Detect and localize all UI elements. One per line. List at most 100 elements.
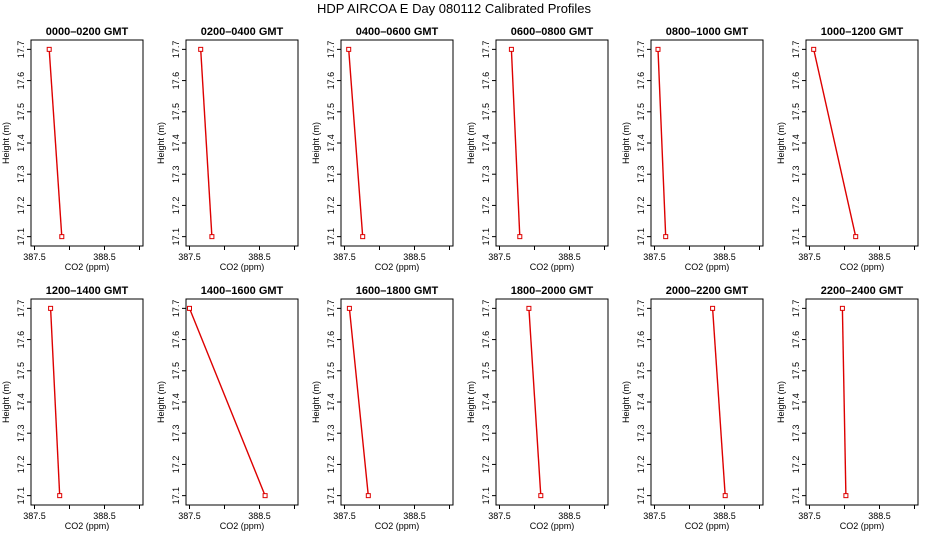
y-tick-label: 17.4 — [16, 134, 26, 152]
y-tick-label: 17.1 — [16, 228, 26, 246]
y-tick-label: 17.5 — [171, 362, 181, 380]
y-axis-label: Height (m) — [776, 381, 786, 423]
y-tick-label: 17.7 — [636, 41, 646, 59]
profile-point — [262, 493, 268, 499]
y-tick-label: 17.4 — [481, 134, 491, 152]
plot-frame — [30, 39, 144, 247]
y-tick-label: 17.2 — [791, 197, 801, 215]
y-axis-label: Height (m) — [311, 381, 321, 423]
x-axis-label: CO2 (ppm) — [530, 262, 575, 272]
profile-point — [508, 46, 514, 52]
y-tick-label: 17.1 — [636, 487, 646, 505]
y-tick-label: 17.7 — [16, 41, 26, 59]
panel-title: 0600–0800 GMT — [511, 26, 594, 38]
x-tick-label: 388.5 — [248, 511, 271, 521]
y-tick-label: 17.3 — [636, 424, 646, 442]
x-tick-label: 387.5 — [488, 511, 511, 521]
y-tick-label: 17.6 — [481, 331, 491, 349]
panel-title: 1600–1800 GMT — [356, 285, 439, 297]
panel-title: 0800–1000 GMT — [666, 26, 749, 38]
profile-point — [187, 305, 192, 311]
panel-title: 1400–1600 GMT — [201, 285, 284, 297]
y-tick-label: 17.2 — [481, 197, 491, 215]
x-tick-label: 387.5 — [178, 252, 201, 262]
x-tick-label: 388.5 — [868, 511, 891, 521]
x-axis-label: CO2 (ppm) — [220, 521, 265, 531]
y-tick-label: 17.7 — [16, 300, 26, 318]
y-tick-label: 17.4 — [791, 393, 801, 411]
y-tick-label: 17.7 — [326, 300, 336, 318]
profile-point — [722, 493, 728, 499]
profile-point — [346, 46, 352, 52]
y-tick-label: 17.2 — [326, 197, 336, 215]
x-tick-label: 387.5 — [333, 511, 356, 521]
y-tick-label: 17.2 — [16, 197, 26, 215]
profile-line — [49, 308, 61, 496]
y-tick-label: 17.4 — [636, 134, 646, 152]
x-tick-label: 388.5 — [868, 252, 891, 262]
x-axis-label: CO2 (ppm) — [685, 262, 730, 272]
x-tick-label: 388.5 — [248, 252, 271, 262]
y-tick-label: 17.5 — [16, 103, 26, 121]
chart-panel: 2000–2200 GMT 387.5 388.5 17.1 17.2 17.3 17.4 1… — [621, 285, 764, 531]
profile-line — [348, 308, 369, 496]
panel-title: 0400–0600 GMT — [356, 26, 439, 38]
y-tick-label: 17.5 — [481, 103, 491, 121]
y-tick-label: 17.3 — [171, 424, 181, 442]
y-tick-label: 17.7 — [791, 41, 801, 59]
x-tick-label: 388.5 — [558, 252, 581, 262]
plot-frame — [185, 39, 299, 247]
y-tick-label: 17.4 — [326, 134, 336, 152]
y-tick-label: 17.3 — [326, 165, 336, 183]
y-tick-label: 17.4 — [171, 393, 181, 411]
x-tick-label: 388.5 — [403, 511, 426, 521]
y-tick-label: 17.7 — [171, 41, 181, 59]
x-axis-label: CO2 (ppm) — [65, 521, 110, 531]
y-tick-label: 17.5 — [791, 362, 801, 380]
y-tick-label: 17.7 — [171, 300, 181, 318]
y-tick-label: 17.6 — [326, 72, 336, 90]
y-tick-label: 17.5 — [326, 362, 336, 380]
y-axis-label: Height (m) — [1, 122, 11, 164]
y-tick-label: 17.2 — [171, 456, 181, 474]
profile-line — [48, 49, 63, 237]
y-tick-label: 17.3 — [171, 165, 181, 183]
y-tick-label: 17.3 — [16, 165, 26, 183]
y-tick-label: 17.6 — [636, 72, 646, 90]
y-tick-label: 17.2 — [636, 197, 646, 215]
x-axis-label: CO2 (ppm) — [65, 262, 110, 272]
profile-point — [538, 493, 544, 499]
y-tick-label: 17.2 — [481, 456, 491, 474]
profile-point — [839, 305, 845, 311]
x-axis-label: CO2 (ppm) — [375, 521, 420, 531]
x-tick-label: 387.5 — [333, 252, 356, 262]
x-tick-label: 388.5 — [713, 252, 736, 262]
profile-point — [526, 305, 532, 311]
y-tick-label: 17.3 — [481, 424, 491, 442]
profile-point — [209, 234, 215, 240]
y-axis-label: Height (m) — [156, 381, 166, 423]
figure-title: HDP AIRCOA E Day 080112 Calibrated Profi… — [317, 1, 592, 16]
y-axis-label: Height (m) — [621, 122, 631, 164]
profile-point — [48, 305, 54, 311]
y-tick-label: 17.1 — [326, 487, 336, 505]
profile-point — [346, 305, 352, 311]
y-tick-label: 17.2 — [636, 456, 646, 474]
chart-panel: 0200–0400 GMT 387.5 388.5 17.1 17.2 17.3 17.4 1… — [156, 26, 299, 272]
profile-point — [655, 46, 661, 52]
y-tick-label: 17.6 — [481, 72, 491, 90]
profile-point — [663, 234, 669, 240]
y-tick-label: 17.1 — [791, 228, 801, 246]
y-tick-label: 17.3 — [326, 424, 336, 442]
plot-frame — [185, 298, 299, 506]
x-tick-label: 388.5 — [558, 511, 581, 521]
profile-line — [510, 49, 521, 237]
x-tick-label: 387.5 — [178, 511, 201, 521]
y-tick-label: 17.3 — [481, 165, 491, 183]
plot-frame — [30, 298, 144, 506]
y-tick-label: 17.3 — [791, 424, 801, 442]
y-tick-label: 17.1 — [791, 487, 801, 505]
plot-frame — [650, 39, 764, 247]
y-tick-label: 17.5 — [791, 103, 801, 121]
